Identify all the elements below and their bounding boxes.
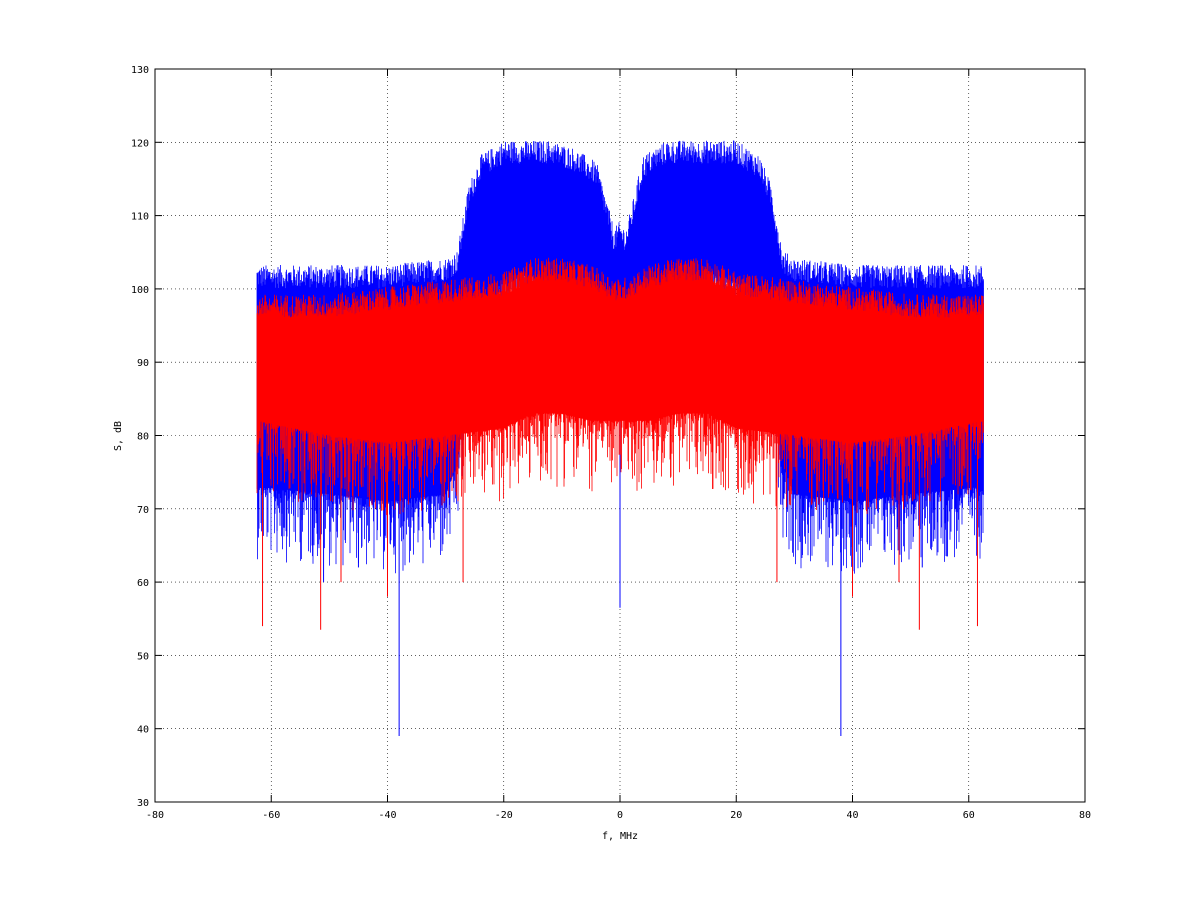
tick-labels: -80 -60 -40 -20 0 20 40 60 80 30 40 50 60 70 80 90 100 11…	[131, 65, 1091, 821]
y-tick-label: 70	[137, 505, 149, 516]
y-tick-label: 110	[131, 212, 149, 223]
y-tick-label: 130	[131, 65, 149, 76]
x-axis-label: f, MHz	[602, 831, 638, 842]
x-tick-label: 0	[617, 810, 623, 821]
x-tick-label: 80	[1079, 810, 1091, 821]
series-layer	[256, 140, 984, 737]
y-tick-label: 50	[137, 651, 149, 662]
series-1	[256, 257, 984, 630]
x-tick-label: -40	[378, 810, 396, 821]
y-tick-label: 120	[131, 138, 149, 149]
y-axis-label: S, dB	[113, 421, 124, 451]
x-tick-label: -60	[262, 810, 280, 821]
y-tick-label: 90	[137, 358, 149, 369]
ticks	[154, 68, 1086, 803]
y-tick-label: 80	[137, 432, 149, 443]
y-tick-label: 100	[131, 285, 149, 296]
y-tick-label: 60	[137, 578, 149, 589]
x-tick-label: 60	[963, 810, 975, 821]
y-tick-label: 40	[137, 725, 149, 736]
x-tick-label: 40	[846, 810, 858, 821]
x-tick-label: -20	[495, 810, 513, 821]
y-tick-label: 30	[137, 798, 149, 809]
x-tick-label: 20	[730, 810, 742, 821]
series-1-band	[257, 285, 983, 421]
x-tick-label: -80	[146, 810, 164, 821]
